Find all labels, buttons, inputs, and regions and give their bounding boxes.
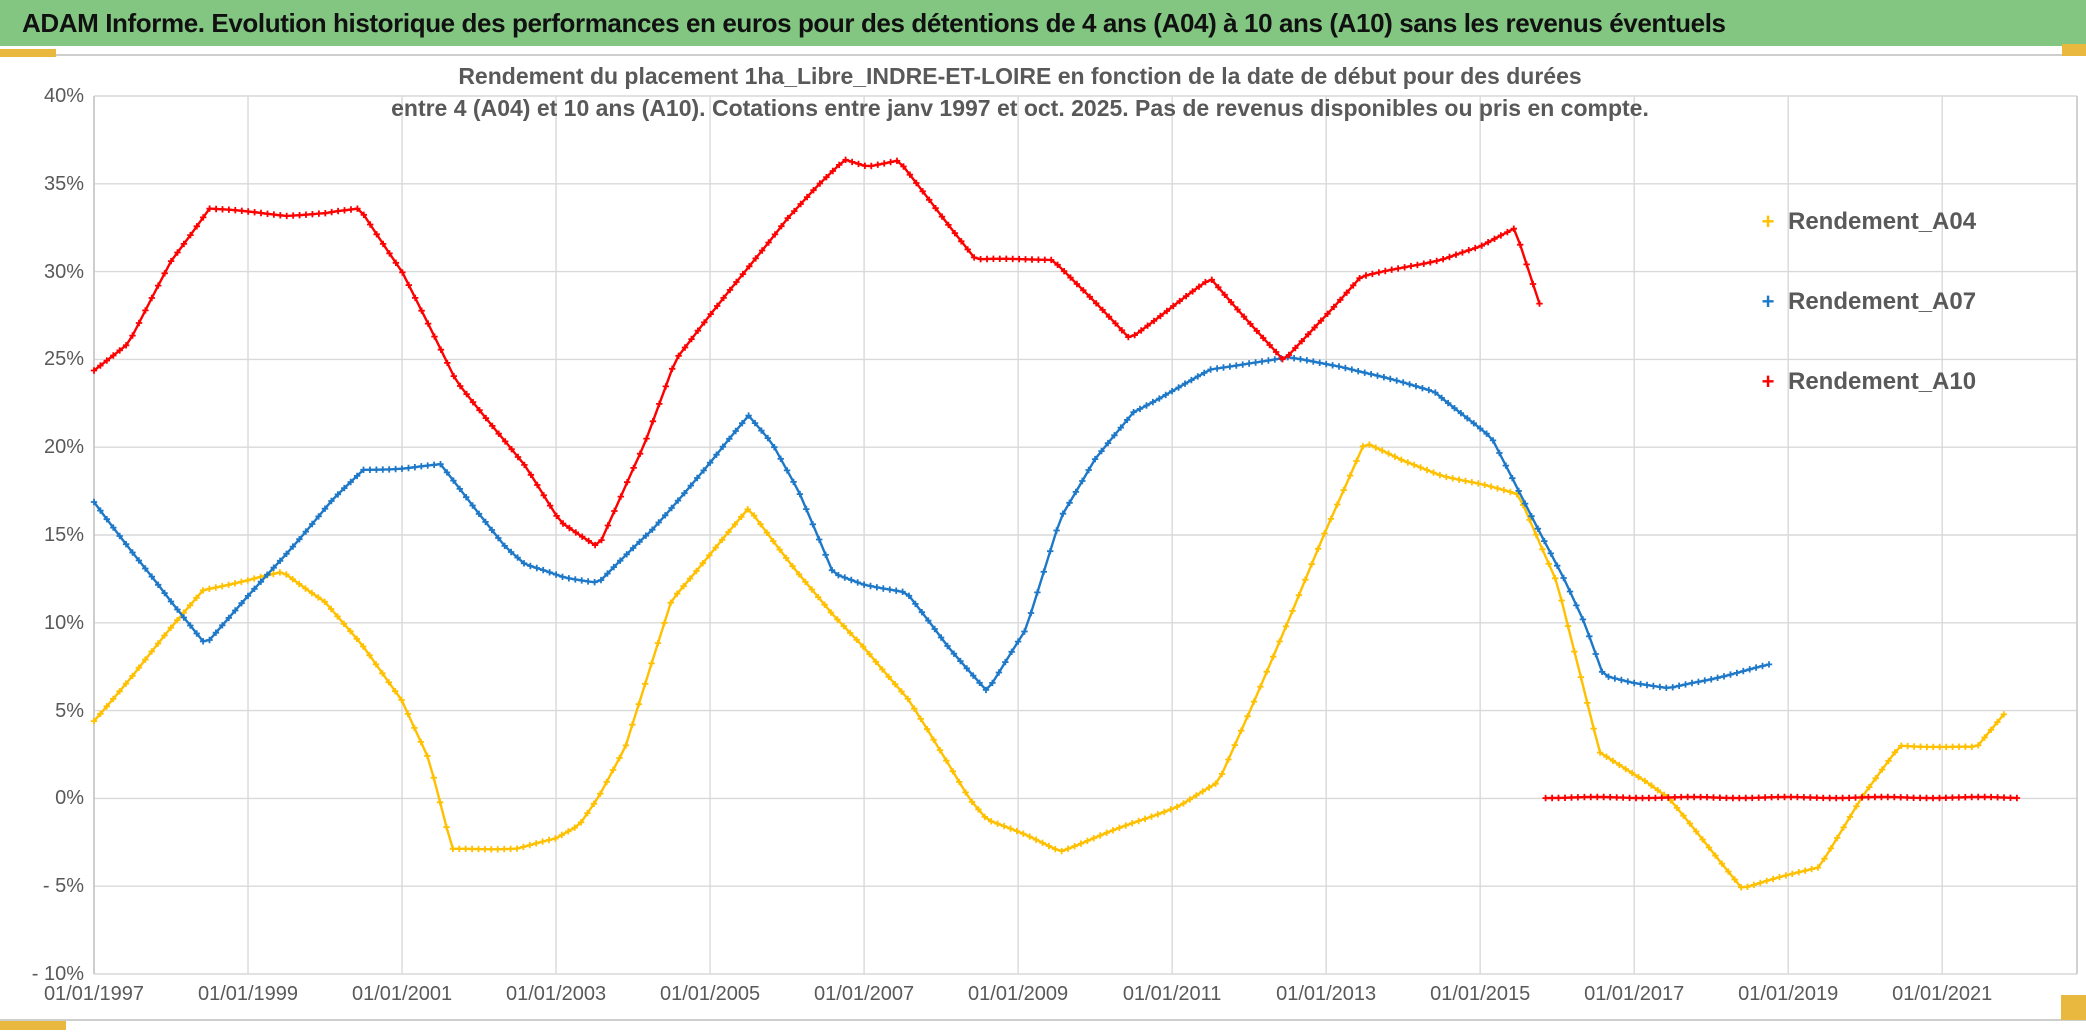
- legend-item-label: Rendement_A04: [1788, 208, 1977, 235]
- y-axis-tick-label: - 10%: [31, 963, 84, 985]
- gold-accent-top-left: [0, 49, 56, 57]
- x-axis-tick-label: 01/01/2001: [351, 983, 453, 1005]
- legend-plus-marker-icon: +: [1761, 209, 1775, 234]
- series-markers-rendement_a10: [1542, 793, 2021, 802]
- y-axis-tick-label: - 5%: [42, 875, 84, 898]
- gold-accent-top-right: [2062, 44, 2086, 56]
- x-axis-tick-label: 01/01/2009: [968, 983, 1069, 1005]
- gold-accent-bottom-right: [2061, 995, 2086, 1020]
- x-axis-tick-label: 01/01/2013: [1276, 983, 1377, 1005]
- y-axis-tick-label: 5%: [55, 699, 84, 722]
- x-axis-tick-label: 01/01/2007: [814, 983, 915, 1005]
- bottom-rule-divider: [0, 1019, 2086, 1021]
- y-axis-tick-label: 15%: [43, 524, 84, 546]
- top-rule-divider: [0, 54, 2086, 56]
- x-axis-tick-label: 01/01/1997: [43, 983, 145, 1005]
- y-axis-tick-label: 20%: [43, 436, 84, 459]
- series-markers-rendement_a07: [90, 354, 1773, 694]
- x-axis-tick-label: 01/01/2011: [1122, 983, 1222, 1005]
- x-axis-tick-label: 01/01/1999: [197, 983, 299, 1005]
- chart-legend: + Rendement_A04 + Rendement_A07 + Rendement_A…: [1756, 205, 2056, 445]
- gold-accent-bottom-left: [0, 1021, 66, 1030]
- chart-title: Rendement du placement 1ha_Libre_INDRE-E…: [120, 60, 1920, 124]
- series-line-rendement_a04: [93, 443, 2005, 889]
- x-axis-tick-label: 01/01/2021: [1892, 983, 1993, 1005]
- legend-plus-marker-icon: +: [1761, 369, 1775, 394]
- series-markers-rendement_a10: [90, 156, 1543, 549]
- y-axis-tick-label: 25%: [43, 348, 84, 371]
- legend-item-label: Rendement_A10: [1788, 368, 1977, 395]
- y-axis-tick-label: 35%: [43, 172, 84, 195]
- y-axis-tick-label: 10%: [43, 611, 84, 634]
- y-axis-tick-label: 30%: [43, 260, 84, 283]
- series-line-rendement_a07: [93, 356, 1770, 692]
- chart-title-line1: Rendement du placement 1ha_Libre_INDRE-E…: [458, 63, 1582, 89]
- y-axis-tick-label: 40%: [43, 85, 84, 107]
- series-markers-rendement_a04: [90, 441, 2007, 891]
- legend-item-label: Rendement_A07: [1788, 288, 1977, 315]
- legend-item: + Rendement_A07: [1756, 285, 2056, 319]
- x-axis-tick-label: 01/01/2005: [660, 983, 761, 1005]
- legend-item: + Rendement_A10: [1756, 365, 2056, 399]
- y-axis-tick-label: 0%: [55, 787, 84, 810]
- x-axis-tick-label: 01/01/2017: [1584, 983, 1685, 1005]
- x-axis-tick-label: 01/01/2019: [1738, 983, 1839, 1005]
- legend-item: + Rendement_A04: [1756, 205, 2056, 239]
- x-axis-tick-label: 01/01/2003: [505, 983, 607, 1005]
- x-axis-tick-label: 01/01/2015: [1430, 983, 1531, 1005]
- legend-plus-marker-icon: +: [1761, 289, 1775, 314]
- series-line-rendement_a10: [93, 158, 1541, 547]
- chart-title-line2: entre 4 (A04) et 10 ans (A10). Cotations…: [391, 95, 1649, 121]
- report-title-bar: ADAM Informe. Evolution historique des p…: [0, 0, 2086, 46]
- report-title: ADAM Informe. Evolution historique des p…: [22, 7, 1726, 38]
